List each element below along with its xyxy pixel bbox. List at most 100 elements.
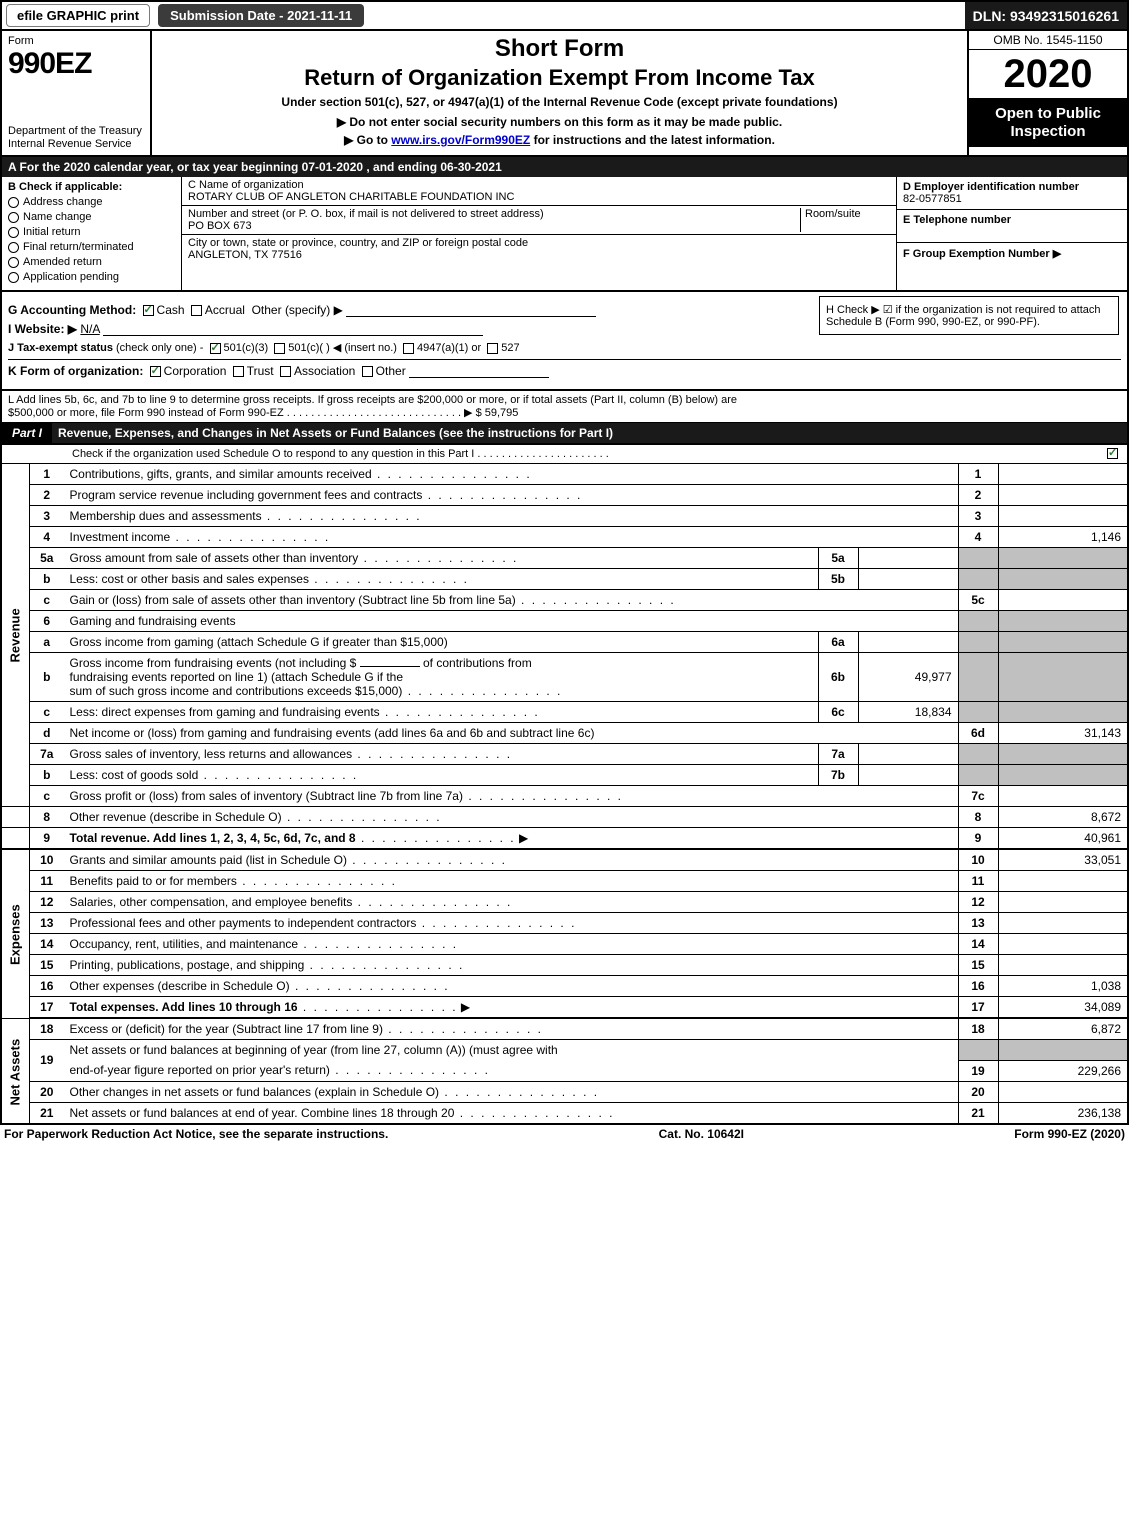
check-corporation[interactable] — [150, 366, 161, 377]
k-other-input[interactable] — [409, 377, 549, 378]
line-val: 236,138 — [998, 1102, 1128, 1124]
line-num: 5a — [30, 548, 64, 569]
line-num: 8 — [30, 807, 64, 828]
line-num: 12 — [30, 892, 64, 913]
check-other-org[interactable] — [362, 366, 373, 377]
line-desc: Grants and similar amounts paid (list in… — [64, 850, 959, 871]
line-desc: end-of-year figure reported on prior yea… — [64, 1060, 959, 1081]
org-city: ANGLETON, TX 77516 — [188, 249, 890, 261]
line-desc: Other expenses (describe in Schedule O) — [64, 976, 959, 997]
line-val — [998, 786, 1128, 807]
line-num: b — [30, 569, 64, 590]
side-label-net-assets: Net Assets — [1, 1019, 30, 1124]
line-num: 13 — [30, 913, 64, 934]
line-val — [998, 892, 1128, 913]
check-501c[interactable] — [274, 343, 285, 354]
check-name-change[interactable]: Name change — [8, 211, 175, 223]
side-label-revenue: Revenue — [1, 464, 30, 807]
top-bar: efile GRAPHIC print Submission Date - 20… — [0, 0, 1129, 31]
line-num: 11 — [30, 871, 64, 892]
j-note: (check only one) - — [116, 342, 203, 354]
net-assets-table: Net Assets 18 Excess or (deficit) for th… — [0, 1019, 1129, 1125]
check-4947[interactable] — [403, 343, 414, 354]
line-val: 1,038 — [998, 976, 1128, 997]
table-row: b Gross income from fundraising events (… — [1, 653, 1128, 702]
line-col: 7c — [958, 786, 998, 807]
line-desc: Net assets or fund balances at end of ye… — [64, 1102, 959, 1124]
check-amended-return[interactable]: Amended return — [8, 256, 175, 268]
website-underline — [103, 335, 483, 336]
check-trust[interactable] — [233, 366, 244, 377]
label-city: City or town, state or province, country… — [188, 237, 890, 249]
grey-cell — [958, 1040, 998, 1061]
form-word: Form — [8, 35, 144, 47]
line-desc: Gross sales of inventory, less returns a… — [64, 744, 819, 765]
table-row: 11Benefits paid to or for members11 — [1, 871, 1128, 892]
g-other-input[interactable] — [346, 316, 596, 317]
ein-value: 82-0577851 — [903, 193, 1121, 205]
line-val — [998, 464, 1128, 485]
line-val: 40,961 — [998, 828, 1128, 850]
check-501c3[interactable] — [210, 343, 221, 354]
line-num: 16 — [30, 976, 64, 997]
line-desc: Investment income — [64, 527, 959, 548]
line-desc: Less: cost or other basis and sales expe… — [64, 569, 819, 590]
check-final-return[interactable]: Final return/terminated — [8, 241, 175, 253]
table-row: end-of-year figure reported on prior yea… — [1, 1060, 1128, 1081]
return-title: Return of Organization Exempt From Incom… — [156, 65, 963, 91]
grey-cell — [998, 765, 1128, 786]
revenue-table: Revenue 1 Contributions, gifts, grants, … — [0, 464, 1129, 850]
check-schedule-o[interactable] — [1107, 448, 1118, 459]
check-527[interactable] — [487, 343, 498, 354]
grey-cell — [998, 653, 1128, 702]
line-num: 18 — [30, 1019, 64, 1040]
line-col: 2 — [958, 485, 998, 506]
line-col: 21 — [958, 1102, 998, 1124]
line-desc: Occupancy, rent, utilities, and maintena… — [64, 934, 959, 955]
line-desc: Net income or (loss) from gaming and fun… — [64, 723, 959, 744]
goto-suffix: for instructions and the latest informat… — [530, 133, 775, 147]
org-info-grid: B Check if applicable: Address change Na… — [0, 177, 1129, 292]
h-check-box: H Check ▶ ☑ if the organization is not r… — [819, 296, 1119, 335]
line-val — [998, 913, 1128, 934]
dept-treasury: Department of the Treasury — [8, 125, 144, 138]
line-desc: Other revenue (describe in Schedule O) — [64, 807, 959, 828]
g-accrual: Accrual — [205, 303, 245, 317]
check-accrual[interactable] — [191, 305, 202, 316]
line-col: 18 — [958, 1019, 998, 1040]
check-association[interactable] — [280, 366, 291, 377]
g-cash: Cash — [157, 303, 185, 317]
line-num: 17 — [30, 997, 64, 1019]
check-application-pending[interactable]: Application pending — [8, 271, 175, 283]
tax-year-bar: A For the 2020 calendar year, or tax yea… — [0, 157, 1129, 177]
mini-label: 6a — [818, 632, 858, 653]
line-desc: Contributions, gifts, grants, and simila… — [64, 464, 959, 485]
line-desc: Less: direct expenses from gaming and fu… — [64, 702, 819, 723]
line-num: 3 — [30, 506, 64, 527]
line-desc: Total expenses. Add lines 10 through 16 … — [64, 997, 959, 1019]
grey-cell — [958, 765, 998, 786]
j-501c: 501(c)( ) ◀ (insert no.) — [288, 342, 397, 354]
check-address-change[interactable]: Address change — [8, 196, 175, 208]
row-j-tax-exempt: J Tax-exempt status (check only one) - 5… — [8, 341, 1121, 354]
mini-label: 5b — [818, 569, 858, 590]
table-row: 2 Program service revenue including gove… — [1, 485, 1128, 506]
grey-cell — [958, 744, 998, 765]
line-num: a — [30, 632, 64, 653]
efile-print-button[interactable]: efile GRAPHIC print — [6, 4, 150, 27]
instructions-link[interactable]: www.irs.gov/Form990EZ — [391, 133, 530, 147]
line-col: 12 — [958, 892, 998, 913]
j-4947: 4947(a)(1) or — [417, 342, 481, 354]
k-trust: Trust — [247, 364, 274, 378]
table-row: 4 Investment income 4 1,146 — [1, 527, 1128, 548]
table-row: 8 Other revenue (describe in Schedule O)… — [1, 807, 1128, 828]
check-initial-return[interactable]: Initial return — [8, 226, 175, 238]
label-c: C Name of organization — [188, 179, 890, 191]
check-cash[interactable] — [143, 305, 154, 316]
table-row: d Net income or (loss) from gaming and f… — [1, 723, 1128, 744]
line-val — [998, 955, 1128, 976]
grey-cell — [958, 548, 998, 569]
dln-label: DLN: 93492315016261 — [965, 2, 1127, 29]
col-b-title: B Check if applicable: — [8, 181, 175, 193]
org-name: ROTARY CLUB OF ANGLETON CHARITABLE FOUND… — [188, 191, 890, 203]
